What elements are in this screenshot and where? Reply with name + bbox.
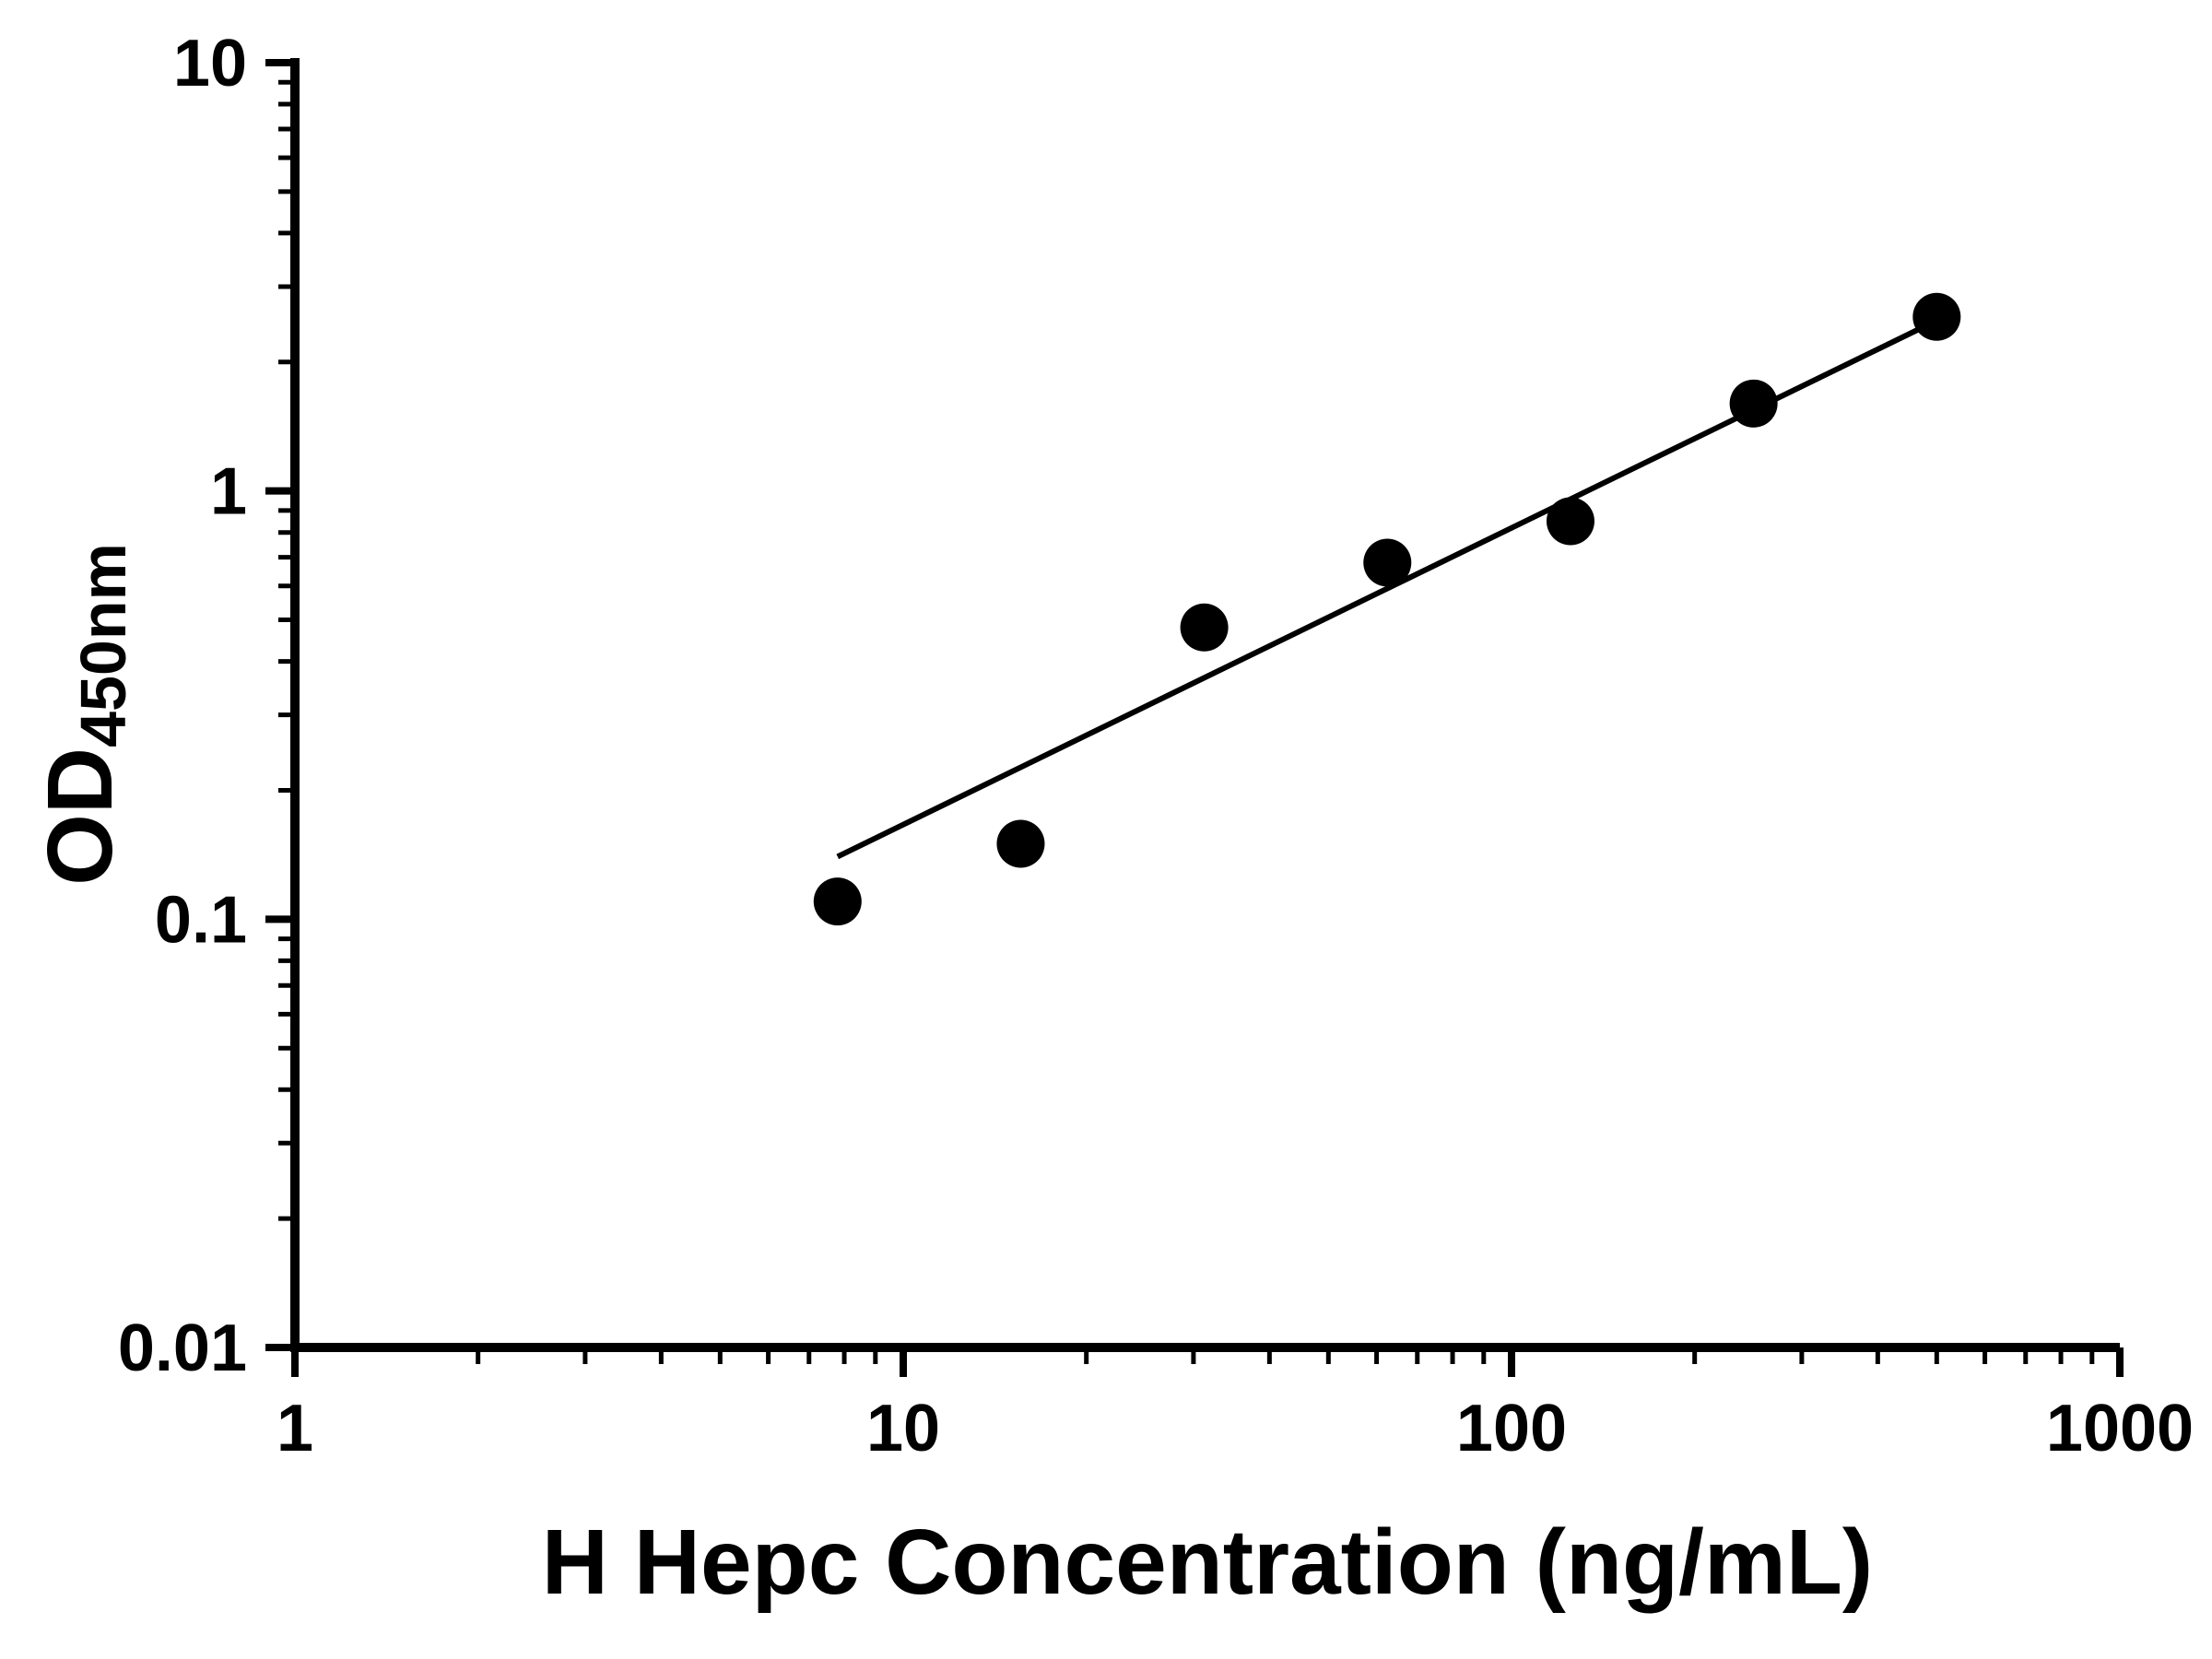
- x-tick-label: 1000: [2046, 1392, 2194, 1465]
- data-point: [996, 819, 1045, 868]
- data-point: [1729, 379, 1778, 428]
- data-point: [1363, 538, 1412, 587]
- y-axis-title-subscript: 450nm: [67, 543, 140, 747]
- y-tick-label: 0.01: [118, 1312, 247, 1385]
- x-tick-label: 10: [866, 1392, 940, 1465]
- y-tick-label: 1: [210, 455, 247, 529]
- data-point: [1546, 497, 1594, 546]
- x-axis-title: H Hepc Concentration (ng/mL): [541, 1511, 1874, 1614]
- y-tick-label: 10: [173, 27, 247, 100]
- data-point: [813, 877, 862, 926]
- x-tick-label: 100: [1456, 1392, 1567, 1465]
- data-point: [1912, 292, 1961, 341]
- y-axis-title: OD450nm: [29, 543, 139, 886]
- data-point: [1180, 603, 1229, 652]
- y-tick-label: 0.1: [155, 883, 247, 957]
- y-axis-title-main: OD: [28, 747, 132, 886]
- x-tick-label: 1: [276, 1392, 313, 1465]
